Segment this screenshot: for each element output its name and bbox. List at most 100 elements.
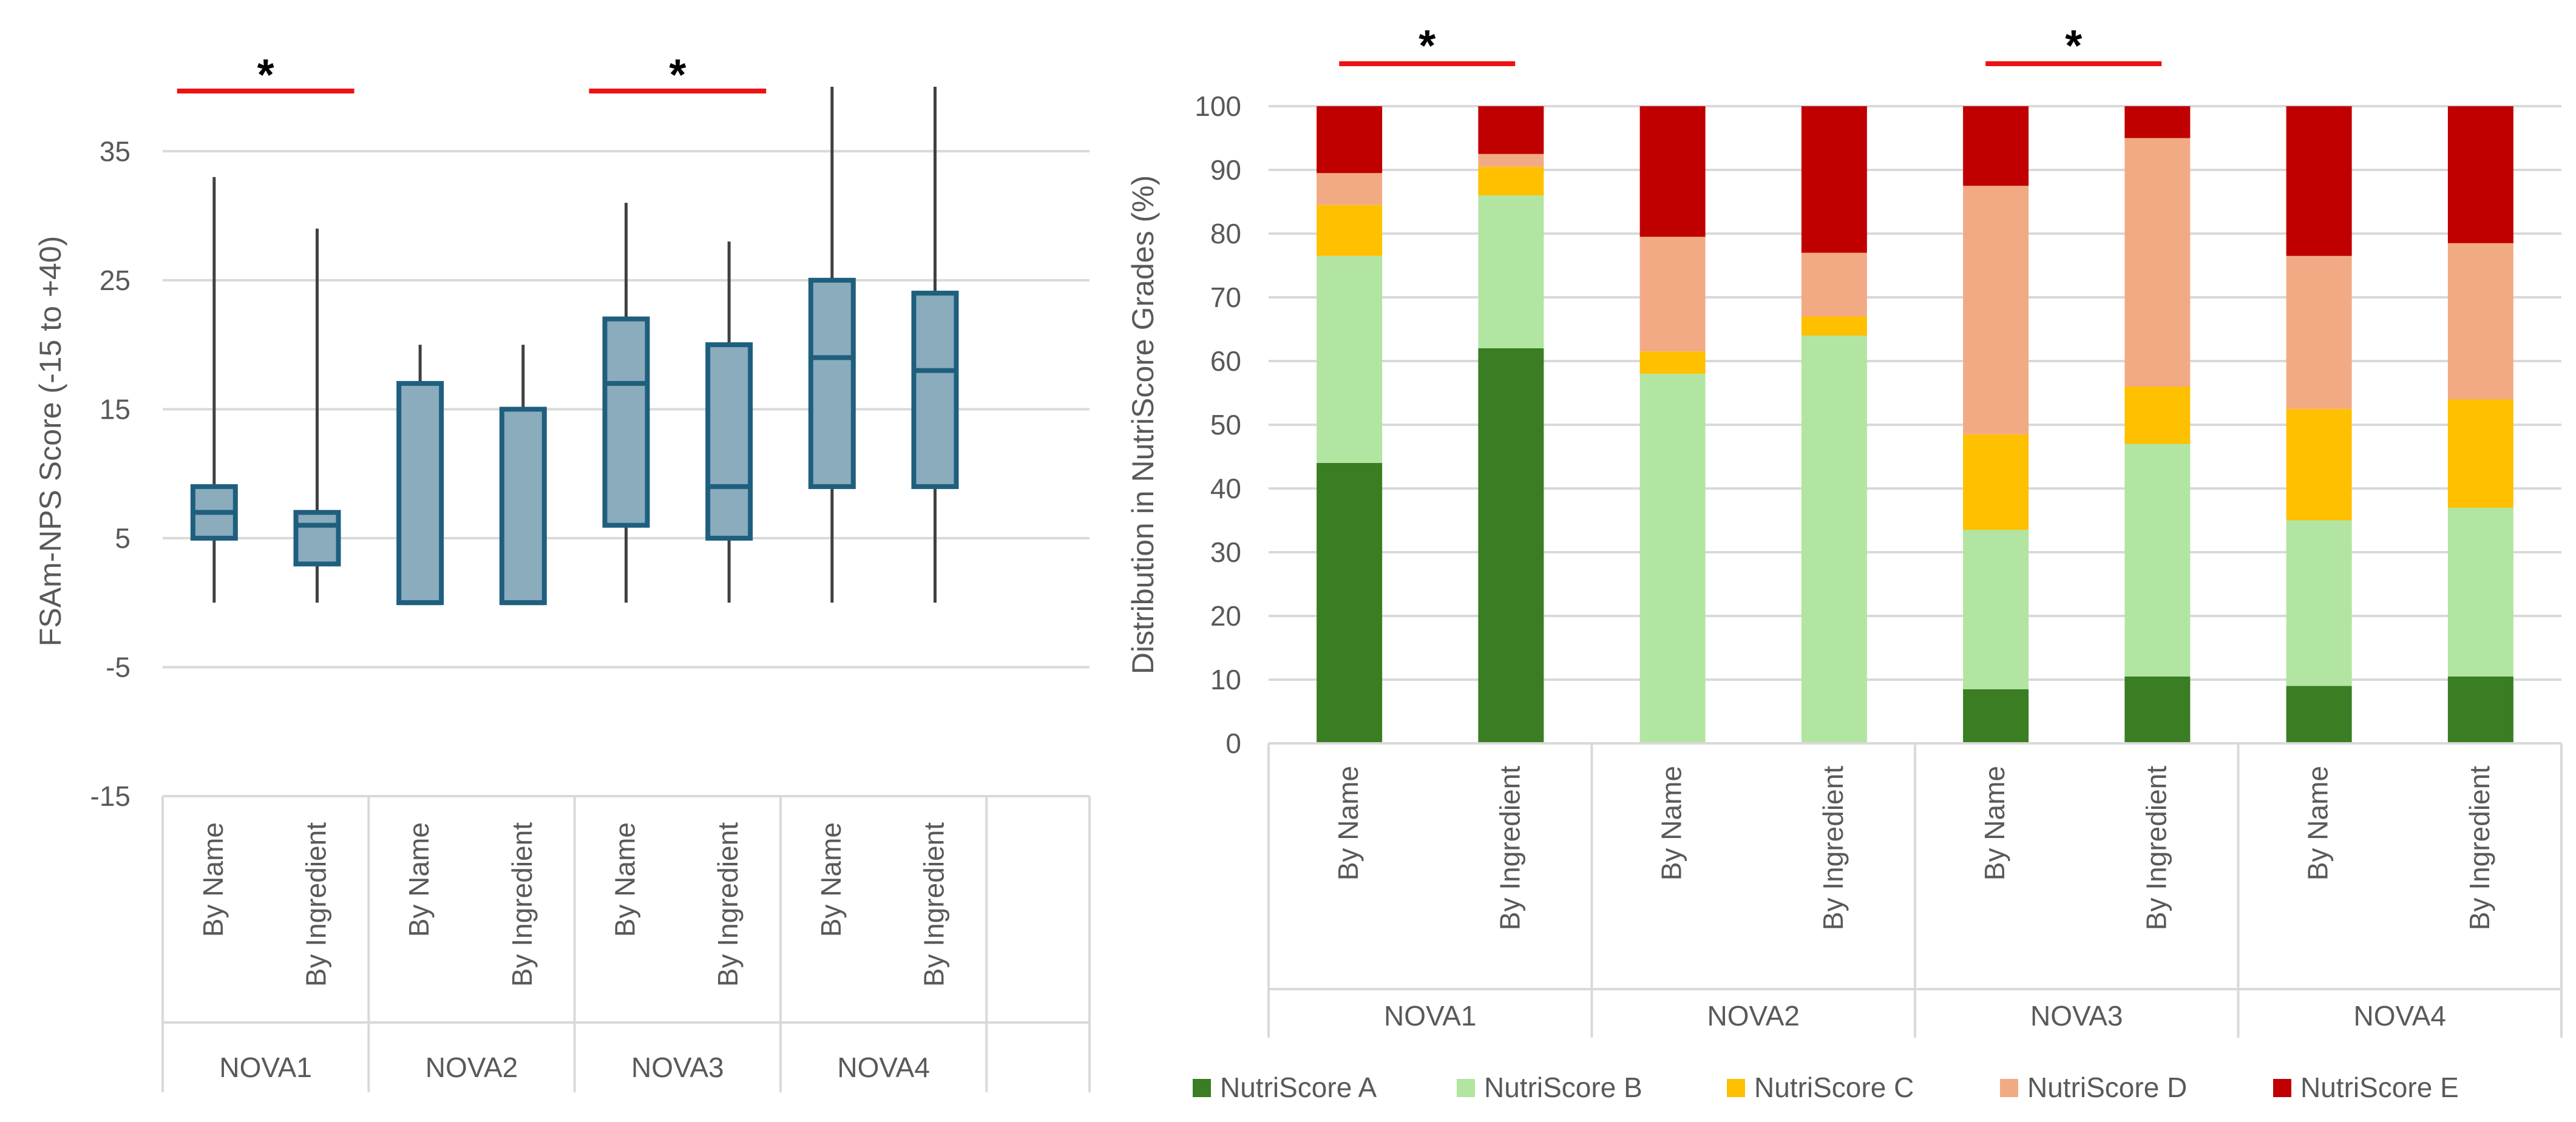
bar-segment: [2447, 676, 2513, 743]
bar-segment: [1639, 351, 1706, 374]
y-tick-label: 70: [1210, 282, 1241, 313]
legend-item: NutriScore A: [1193, 1072, 1377, 1103]
x-tick-label: By Ingredient: [2464, 766, 2495, 930]
box-iqr: [499, 407, 547, 606]
legend-item: NutriScore E: [2273, 1072, 2459, 1103]
y-tick-label: 80: [1210, 218, 1241, 249]
box-iqr: [911, 291, 959, 489]
bar-segment: [2286, 408, 2352, 521]
box-plot-chart: -15 -5 5 15 25 35 FSAm-NPS Score (-15 to +40) B…: [33, 51, 1091, 1092]
bar-segment: [2286, 520, 2352, 686]
legend-label: NutriScore A: [1220, 1072, 1377, 1103]
bar-segment: [1801, 336, 1867, 743]
stacked-bar-chart: 0 10 20 30 40 50 60 70 80 90 100 Distribution in Nu…: [1126, 22, 2563, 1103]
group-label: NOVA3: [631, 1052, 724, 1083]
x-tick-label: By Ingredient: [506, 822, 538, 987]
bar-segment: [1639, 237, 1706, 352]
y-tick-label: 30: [1210, 536, 1241, 568]
y-tick-label: -15: [90, 780, 130, 812]
bar-segment: [1478, 348, 1544, 743]
legend-label: NutriScore E: [2300, 1072, 2459, 1103]
box-iqr: [602, 316, 650, 528]
bar-segment: [2124, 387, 2191, 444]
box-iqr: [808, 277, 856, 489]
bar-segment: [2447, 243, 2513, 399]
legend-item: NutriScore D: [2000, 1072, 2187, 1103]
x-tick-label: By Ingredient: [918, 822, 950, 987]
x-tick-label: By Name: [1656, 766, 1687, 880]
bar-segment: [1963, 530, 2029, 689]
group-label: NOVA3: [2030, 1000, 2123, 1032]
group-label: NOVA1: [219, 1052, 312, 1083]
bar-segment: [1317, 463, 1383, 743]
x-tick-label: By Name: [609, 822, 641, 937]
x-tick-label: By Ingredient: [1494, 766, 1525, 930]
bar-segment: [2124, 676, 2191, 743]
x-tick-label: By Name: [1332, 766, 1364, 880]
group-label: NOVA4: [837, 1052, 930, 1083]
x-tick-label: By Name: [815, 822, 847, 937]
legend-swatch: [2000, 1079, 2018, 1097]
bar-segment: [2286, 686, 2352, 743]
significance-star: *: [257, 51, 274, 100]
x-tick-label: By Name: [197, 822, 229, 937]
bar-segment: [1478, 154, 1544, 167]
bar-segment: [2124, 138, 2191, 387]
y-axis-label: FSAm-NPS Score (-15 to +40): [33, 236, 67, 647]
y-tick-label: 25: [100, 265, 130, 296]
y-tick-label: 0: [1225, 728, 1241, 759]
significance-star: *: [2065, 22, 2082, 70]
legend: NutriScore A NutriScore B NutriScore C Nutr…: [1193, 1072, 2459, 1103]
bar-segment: [1963, 434, 2029, 530]
bar-segment: [1639, 106, 1706, 237]
bar-segment: [1317, 204, 1383, 256]
bar-segment: [2124, 106, 2191, 138]
bar-segment: [1801, 106, 1867, 253]
x-tick-label: By Ingredient: [2140, 766, 2172, 930]
bar-segment: [1478, 106, 1544, 154]
bar-segment: [1478, 166, 1544, 195]
group-label: NOVA1: [1384, 1000, 1477, 1032]
box-iqr: [705, 342, 753, 541]
x-tick-label: By Name: [1979, 766, 2010, 880]
x-tick-label: By Ingredient: [712, 822, 744, 987]
bar-segment: [1801, 252, 1867, 317]
y-tick-label: 5: [115, 522, 130, 554]
y-tick-label: 60: [1210, 345, 1241, 377]
bar-segment: [1963, 106, 2029, 186]
box-iqr: [396, 380, 444, 606]
bar-segment: [1963, 186, 2029, 434]
y-tick-label: -5: [106, 651, 130, 683]
bar-segment: [2124, 444, 2191, 677]
significance-star: *: [669, 51, 686, 100]
group-label: NOVA2: [1707, 1000, 1800, 1032]
y-tick-label: 15: [100, 393, 130, 425]
y-tick-label: 10: [1210, 664, 1241, 695]
y-tick-label: 100: [1195, 90, 1241, 122]
y-tick-label: 20: [1210, 600, 1241, 632]
bar-segment: [2447, 399, 2513, 508]
legend-swatch: [1457, 1079, 1475, 1097]
bar-segment: [1317, 106, 1383, 174]
y-axis-label: Distribution in NutriScore Grades (%): [1126, 175, 1160, 675]
bar-segment: [2286, 255, 2352, 409]
x-tick-label: By Ingredient: [300, 822, 332, 987]
legend-swatch: [1193, 1079, 1211, 1097]
legend-item: NutriScore B: [1457, 1072, 1642, 1103]
bar-segment: [1963, 689, 2029, 743]
y-tick-label: 50: [1210, 409, 1241, 441]
bar-segment: [2447, 106, 2513, 243]
x-tick-label: By Name: [2302, 766, 2334, 880]
bar-segment: [1317, 173, 1383, 205]
legend-item: NutriScore C: [1727, 1072, 1914, 1103]
bar-segment: [1801, 316, 1867, 336]
legend-label: NutriScore B: [1484, 1072, 1642, 1103]
box-iqr: [293, 510, 341, 567]
y-tick-label: 40: [1210, 473, 1241, 504]
x-tick-label: By Name: [403, 822, 435, 937]
x-tick-label: By Ingredient: [1817, 766, 1849, 930]
y-tick-label: 90: [1210, 154, 1241, 186]
significance-star: *: [1418, 22, 1435, 70]
